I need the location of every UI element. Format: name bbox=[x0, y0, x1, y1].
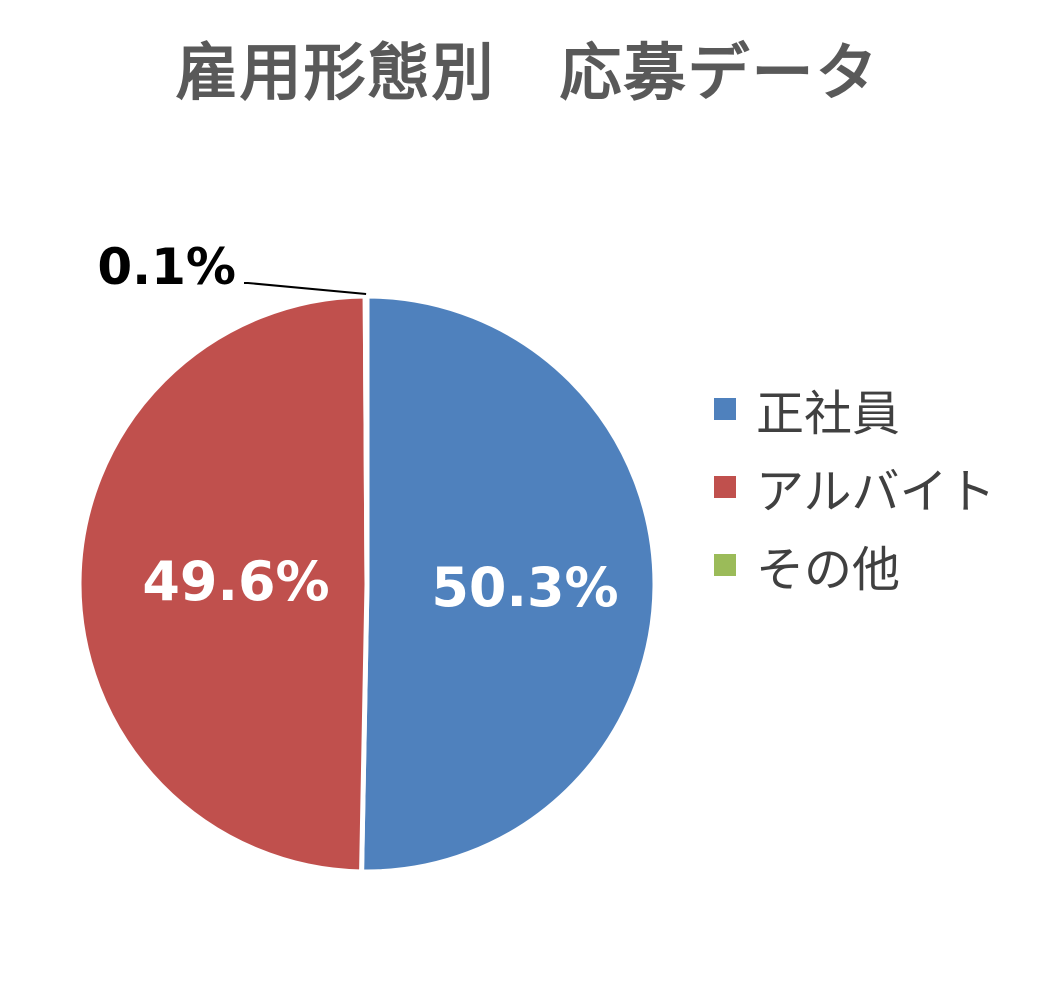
legend-swatch-sonota bbox=[714, 554, 736, 576]
data-label-arubaito: 49.6% bbox=[142, 550, 329, 613]
data-label-sonota: 0.1% bbox=[97, 238, 236, 296]
legend: 正社員 アルバイト その他 bbox=[714, 370, 996, 604]
pie-slice-seishain bbox=[359, 293, 658, 875]
pie-slice-sonota bbox=[362, 293, 370, 587]
legend-swatch-arubaito bbox=[714, 476, 736, 498]
legend-label-sonota: その他 bbox=[756, 542, 901, 598]
data-label-seishain: 50.3% bbox=[431, 556, 618, 619]
legend-label-seishain: 正社員 bbox=[756, 386, 901, 442]
legend-item-seishain: 正社員 bbox=[714, 370, 996, 448]
legend-item-sonota: その他 bbox=[714, 526, 996, 604]
legend-item-arubaito: アルバイト bbox=[714, 448, 996, 526]
legend-swatch-seishain bbox=[714, 398, 736, 420]
pie-slice-arubaito bbox=[76, 293, 370, 875]
leader-line-sonota bbox=[244, 282, 367, 295]
legend-label-arubaito: アルバイト bbox=[756, 464, 996, 520]
chart-title: 雇用形態別 応募データ bbox=[175, 36, 880, 109]
